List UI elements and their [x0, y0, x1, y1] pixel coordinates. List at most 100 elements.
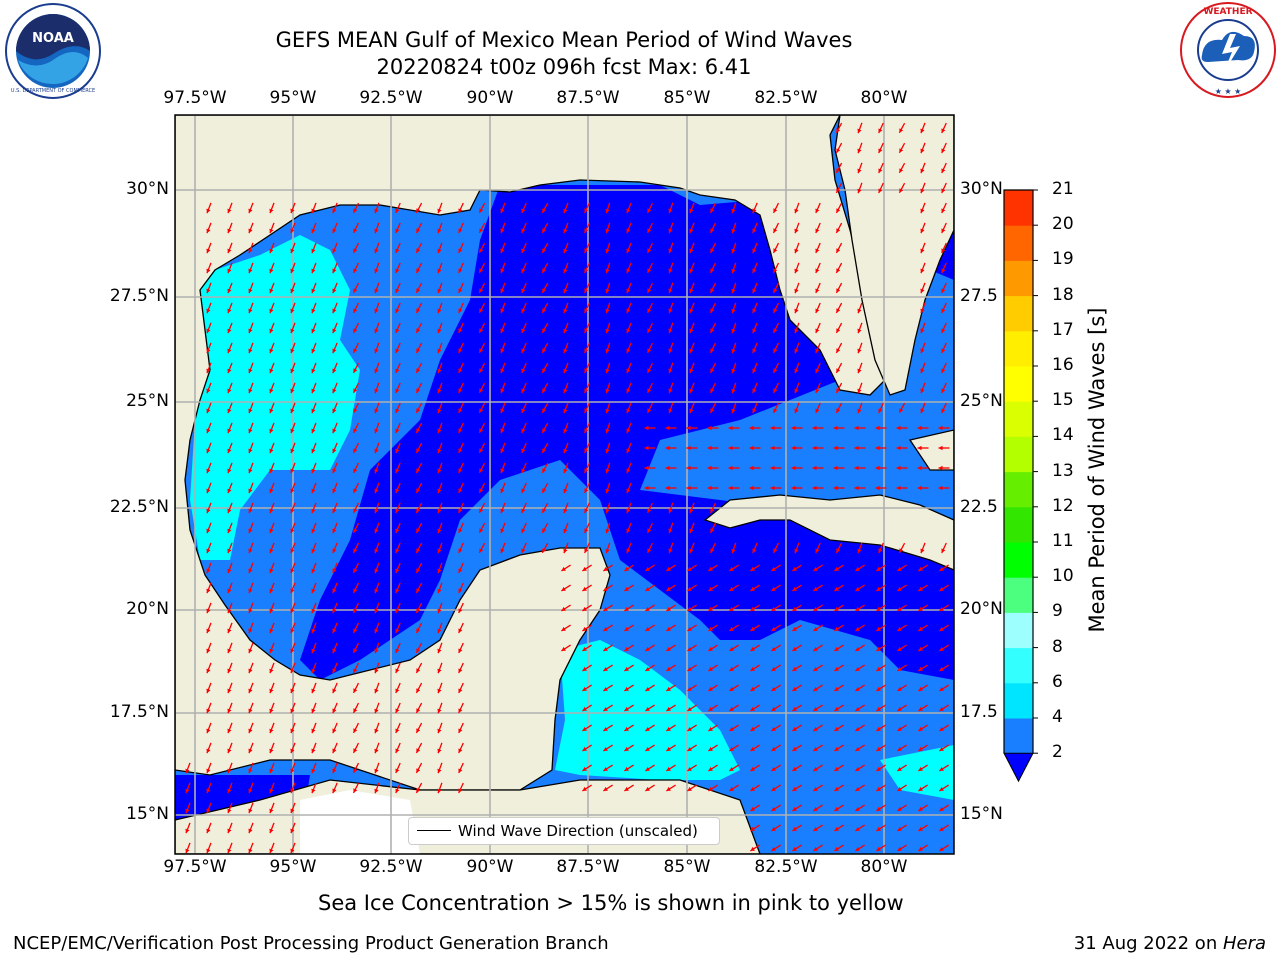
- wave-direction-arrowhead: [689, 208, 694, 214]
- wave-direction-arrowhead: [227, 768, 232, 774]
- wave-direction-arrowhead: [395, 708, 400, 713]
- wave-direction-arrowhead: [374, 288, 379, 294]
- wave-direction-arrowhead: [248, 748, 253, 754]
- wave-direction-arrowhead: [521, 388, 526, 393]
- wave-direction-arrowhead: [603, 606, 608, 611]
- wave-direction-arrowhead: [458, 608, 463, 613]
- wave-direction-arrowhead: [645, 746, 650, 751]
- wave-direction-arrowhead: [395, 328, 400, 333]
- nws-logo: WEATHER ★ ★ ★: [1180, 2, 1276, 98]
- wave-direction-arrowhead: [374, 428, 379, 434]
- wave-direction-arrowhead: [437, 668, 442, 674]
- wave-direction-arrowhead: [374, 668, 379, 674]
- wave-direction-arrowhead: [500, 208, 505, 214]
- wave-direction-arrowhead: [269, 428, 274, 434]
- wave-direction-arrowhead: [626, 368, 631, 374]
- wave-direction-arrowhead: [479, 388, 484, 393]
- wave-direction-arrowhead: [227, 388, 232, 394]
- wave-direction-arrowhead: [815, 388, 820, 393]
- wave-direction-arrowhead: [395, 448, 400, 453]
- wave-direction-arrowhead: [206, 808, 211, 814]
- wave-direction-arrowhead: [897, 666, 902, 671]
- wave-direction-arrowhead: [374, 588, 379, 594]
- wave-direction-arrowhead: [332, 788, 337, 794]
- wave-direction-arrowhead: [729, 666, 734, 671]
- wave-direction-arrowhead: [206, 568, 211, 574]
- wave-direction-arrowhead: [941, 268, 946, 273]
- wave-direction-arrowhead: [834, 626, 839, 631]
- wave-direction-arrowhead: [206, 408, 211, 414]
- wave-direction-arrowhead: [939, 666, 944, 671]
- wave-direction-arrowhead: [815, 348, 820, 353]
- colorbar-tick-label: 12: [1052, 495, 1074, 516]
- wave-direction-arrowhead: [897, 766, 902, 771]
- wave-direction-arrowhead: [416, 708, 421, 713]
- lat-left-label: 15°N: [126, 804, 169, 824]
- wave-direction-arrowhead: [582, 606, 587, 611]
- wave-direction-arrowhead: [750, 606, 755, 611]
- wave-direction-arrowhead: [500, 488, 505, 494]
- wave-direction-arrowhead: [206, 388, 211, 394]
- wave-direction-arrowhead: [897, 846, 902, 851]
- wave-direction-arrowhead: [290, 828, 295, 834]
- wave-direction-arrowhead: [686, 465, 691, 471]
- lon-top-label: 85°W: [663, 88, 711, 108]
- wave-direction-arrowhead: [626, 308, 631, 314]
- wave-direction-arrowhead: [437, 228, 442, 234]
- wave-direction-arrowhead: [626, 428, 631, 434]
- wave-direction-arrowhead: [437, 448, 442, 454]
- wave-direction-arrowhead: [771, 806, 776, 811]
- wave-direction-arrowhead: [269, 848, 274, 854]
- wave-direction-arrowhead: [854, 465, 859, 471]
- wave-direction-arrowhead: [603, 786, 608, 791]
- wave-direction-arrowhead: [290, 268, 295, 274]
- wave-direction-arrowhead: [582, 766, 587, 771]
- wave-direction-arrowhead: [500, 448, 505, 454]
- lon-top-label: 92.5°W: [359, 88, 423, 108]
- wave-direction-arrowhead: [458, 288, 463, 293]
- wave-direction-arrowhead: [311, 528, 316, 534]
- wave-direction-arrowhead: [227, 288, 232, 294]
- noaa-logo: NOAA U.S. DEPARTMENT OF COMMERCE: [5, 3, 101, 99]
- wave-direction-arrowhead: [353, 208, 358, 213]
- colorbar-segment: [1004, 436, 1033, 473]
- wave-direction-arrowhead: [521, 308, 526, 313]
- wave-direction-arrowhead: [813, 746, 818, 751]
- wave-direction-arrowhead: [416, 728, 421, 733]
- wave-direction-arrowhead: [542, 408, 547, 413]
- wave-direction-arrowhead: [206, 228, 211, 234]
- wave-direction-arrowhead: [647, 248, 652, 253]
- colorbar-segment: [1004, 260, 1033, 297]
- wave-direction-arrowhead: [206, 428, 211, 434]
- wave-direction-arrowhead: [416, 248, 421, 253]
- wave-direction-arrowhead: [458, 248, 463, 253]
- wave-direction-arrowhead: [813, 606, 818, 611]
- wave-direction-arrowhead: [644, 465, 649, 471]
- wave-direction-arrowhead: [918, 766, 923, 771]
- wave-direction-arrowhead: [918, 566, 923, 571]
- wave-direction-arrowhead: [941, 228, 946, 233]
- wave-direction-arrowhead: [353, 608, 358, 613]
- wave-direction-arrowhead: [416, 208, 421, 213]
- wave-direction-arrowhead: [395, 628, 400, 633]
- wave-direction-arrowhead: [269, 568, 274, 574]
- wave-direction-arrowhead: [729, 706, 734, 711]
- wave-direction-arrowhead: [773, 288, 778, 293]
- wave-direction-arrowhead: [269, 248, 274, 254]
- wave-direction-arrowhead: [563, 328, 568, 334]
- wave-direction-arrowhead: [332, 508, 337, 514]
- wave-direction-arrowhead: [374, 468, 379, 474]
- lat-right-label: 20°N: [960, 599, 1003, 619]
- wave-direction-arrowhead: [521, 428, 526, 433]
- wave-direction-arrowhead: [771, 726, 776, 731]
- wave-direction-arrowhead: [707, 425, 712, 431]
- wave-direction-arrowhead: [479, 308, 484, 313]
- wave-direction-arrowhead: [458, 708, 463, 713]
- wave-direction-arrowhead: [939, 786, 944, 791]
- wave-direction-arrowhead: [311, 768, 316, 774]
- colorbar-tick-label: 18: [1052, 284, 1074, 305]
- wave-direction-arrowhead: [332, 588, 337, 594]
- wave-direction-arrowhead: [876, 766, 881, 771]
- wave-direction-arrowhead: [687, 666, 692, 671]
- wave-direction-arrowhead: [752, 208, 757, 214]
